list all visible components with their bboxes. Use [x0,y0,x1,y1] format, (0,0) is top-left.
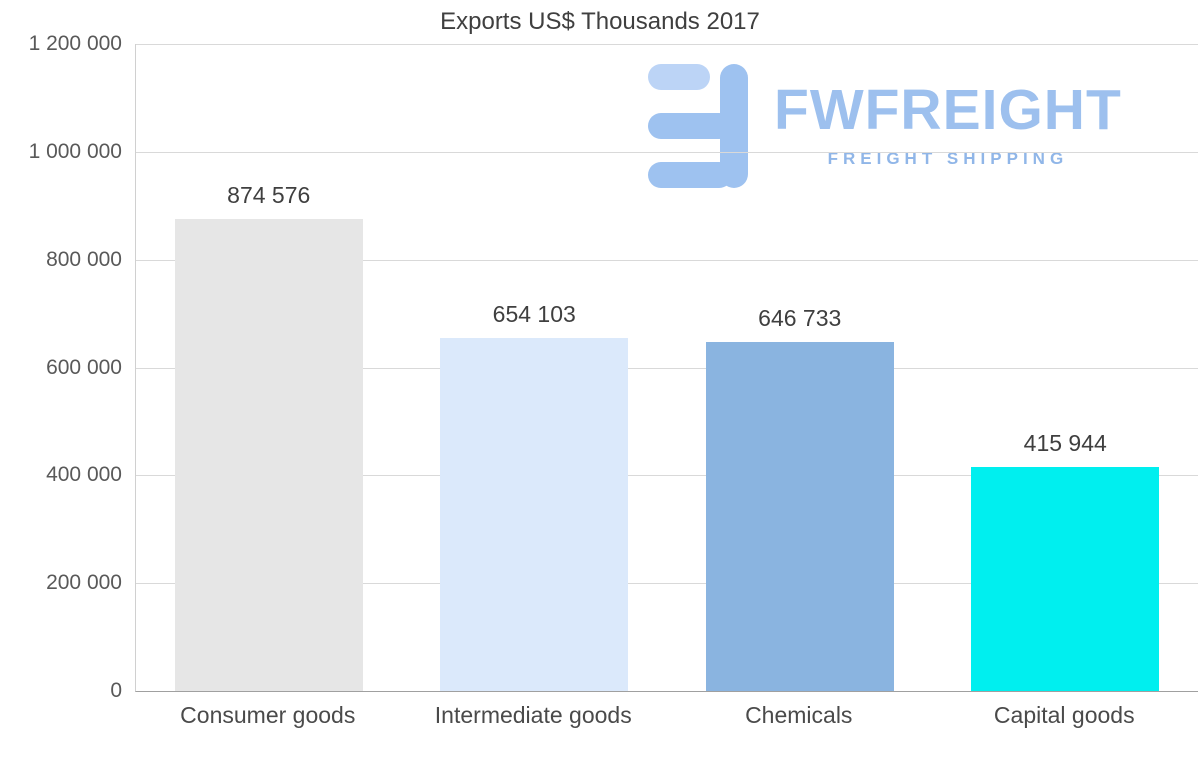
bar-value-label: 654 103 [492,301,576,328]
logo-stem [720,64,748,188]
y-axis-labels: 0 200 000 400 000 600 000 800 000 1 000 000 1 … [0,32,122,702]
y-tick-label: 400 000 [46,463,122,487]
x-category-label: Intermediate goods [434,702,632,728]
gridline [136,44,1198,45]
chart-title: Exports US$ Thousands 2017 [440,8,760,35]
bar-value-label: 874 576 [227,182,311,209]
bar-value-label: 415 944 [1023,429,1107,456]
bar-capital-goods [971,466,1160,691]
gridline [136,367,1198,369]
bar-value-label: 646 733 [758,305,842,332]
x-category-label: Chemicals [745,702,853,728]
y-tick-label: 800 000 [46,247,122,271]
y-tick-label: 1 200 000 [28,32,122,55]
x-category-label: Capital goods [993,702,1135,728]
bar-consumer-goods [174,219,363,691]
x-axis-labels: Consumer goods Intermediate goods Chemical… [135,702,1197,734]
logo-bar-bottom [648,162,732,188]
brand-name: FWFREIGHT [774,78,1122,142]
logo-bar-top [648,64,710,90]
bar-chemicals [705,342,894,691]
brand-subtitle: FREIGHT SHIPPING [827,149,1069,168]
y-tick-label: 1 000 000 [28,139,122,163]
gridline [136,151,1198,153]
x-category-label: Consumer goods [180,702,356,728]
plot-area: 874 576 654 103 646 733 415 944 [135,44,1198,692]
brand-watermark: FWFREIGHT FREIGHT SHIPPING [648,64,1122,188]
y-tick-label: 200 000 [46,571,122,595]
fwfreight-logo-icon [648,64,748,188]
y-tick-label: 600 000 [46,355,122,379]
y-tick-label: 0 [110,679,122,702]
gridline [136,475,1198,477]
bar-intermediate-goods [440,338,629,691]
brand-text-block: FWFREIGHT FREIGHT SHIPPING [774,64,1122,169]
gridline [136,259,1198,261]
logo-bar-middle [648,113,732,139]
gridline [136,583,1198,585]
